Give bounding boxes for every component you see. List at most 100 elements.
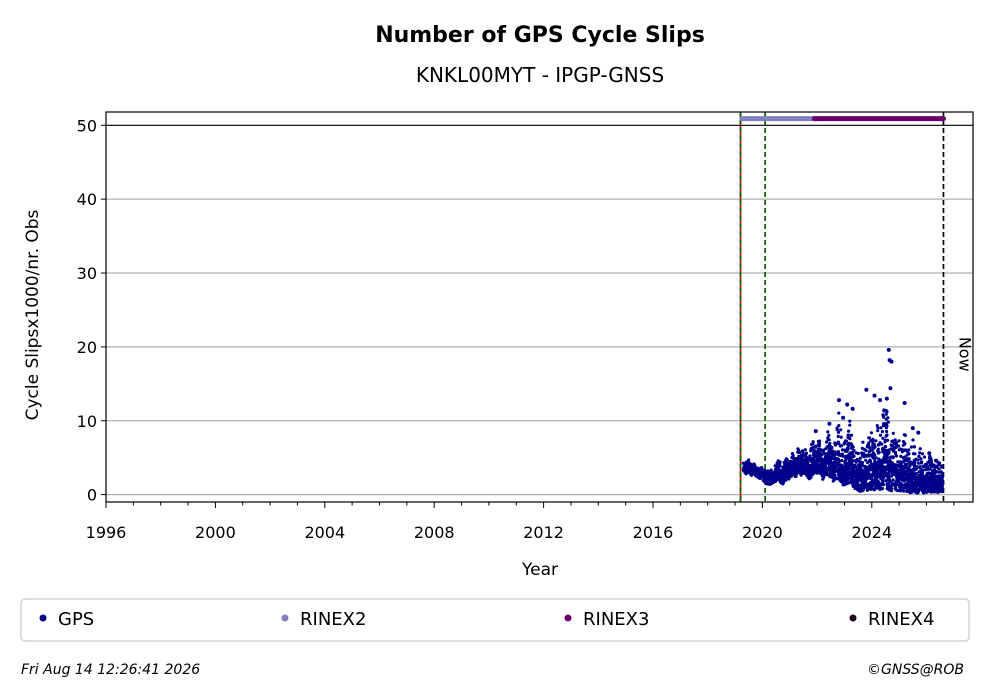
legend-label: RINEX2 [300, 609, 366, 630]
gps-point [758, 469, 762, 473]
gps-point [889, 489, 894, 493]
gps-point [864, 453, 869, 457]
gps-point [898, 468, 902, 472]
gps-point [851, 445, 855, 449]
gps-point [936, 477, 940, 481]
gps-point [780, 477, 785, 481]
gps-point [887, 450, 891, 455]
gps-point [876, 461, 880, 465]
gps-point [894, 440, 899, 445]
gps-point [860, 461, 865, 465]
gps-point [882, 460, 886, 464]
gps-point [827, 443, 831, 448]
gps-outlier-point [813, 429, 818, 434]
gps-point [878, 487, 882, 491]
gps-point [745, 463, 749, 467]
gps-point [890, 474, 894, 478]
gps-point [873, 445, 877, 449]
gps-point [823, 462, 828, 466]
gps-point [899, 475, 903, 479]
gps-point [886, 482, 891, 486]
gps-point [875, 470, 879, 474]
gps-point [834, 466, 838, 470]
gps-point [792, 457, 796, 461]
gps-outlier-point [886, 347, 891, 352]
gps-point [878, 484, 882, 488]
gps-point [825, 440, 829, 444]
gps-point [884, 412, 888, 416]
gps-point [918, 451, 922, 455]
gps-point [771, 478, 776, 482]
gps-point [876, 480, 881, 484]
data-points [741, 347, 945, 495]
gps-point [887, 468, 891, 472]
gps-point [827, 433, 831, 437]
gps-point [933, 471, 938, 475]
gps-point [937, 461, 942, 465]
vertical-markers [739, 112, 945, 502]
gps-point [843, 460, 847, 464]
gps-point [933, 465, 937, 469]
gps-point [863, 480, 867, 484]
gps-point [856, 476, 861, 480]
gps-point [828, 471, 832, 475]
gps-point [875, 486, 880, 490]
chart-title: Number of GPS Cycle Slips [375, 23, 705, 48]
gps-point [827, 438, 831, 442]
gps-point [794, 471, 798, 475]
gps-point [917, 488, 921, 492]
gps-point [920, 460, 924, 464]
gps-point [940, 465, 944, 469]
gps-point [858, 456, 862, 460]
gps-point [816, 439, 821, 443]
gps-point [909, 445, 914, 449]
gps-point [849, 442, 853, 446]
gps-point [835, 428, 839, 432]
gps-point [805, 457, 809, 461]
gps-point [843, 467, 847, 471]
gps-point [846, 454, 850, 458]
gps-point [844, 457, 848, 461]
gps-point [907, 457, 911, 461]
gps-point [919, 457, 923, 461]
gps-point [788, 474, 792, 478]
gps-point [895, 468, 900, 472]
gps-point [847, 429, 851, 433]
gps-point [809, 475, 813, 479]
chart-subtitle: KNKL00MYT - IPGP-GNSS [416, 63, 664, 87]
gps-outlier-point [916, 430, 921, 435]
gps-point [916, 458, 920, 462]
gps-point [898, 485, 902, 489]
gps-point [794, 474, 798, 479]
gps-point [883, 438, 887, 442]
gps-point [886, 420, 891, 424]
gps-point [818, 465, 822, 469]
gps-point [861, 463, 865, 467]
gps-point [862, 455, 866, 459]
gps-point [849, 467, 853, 471]
gps-point [930, 480, 935, 484]
gps-point [780, 471, 784, 475]
x-tick-label: 2016 [633, 523, 674, 542]
gps-point [849, 460, 853, 465]
gps-outlier-point [910, 426, 915, 431]
gps-point [876, 449, 880, 453]
gps-point [807, 457, 812, 461]
y-tick-label: 20 [77, 338, 97, 357]
gps-point [889, 484, 894, 488]
gps-point [782, 470, 787, 474]
gps-point [781, 482, 785, 486]
gps-point [797, 450, 801, 455]
gps-point [884, 467, 888, 472]
gps-point [778, 463, 782, 467]
now-label: Now [955, 337, 974, 372]
plot-frame [105, 111, 974, 503]
gps-point [851, 465, 855, 469]
gps-point [763, 475, 768, 479]
y-tick-label: 10 [77, 412, 97, 431]
gps-point [871, 438, 875, 442]
gps-point [879, 473, 883, 478]
gps-outlier-point [888, 386, 893, 391]
gps-point [849, 457, 853, 461]
